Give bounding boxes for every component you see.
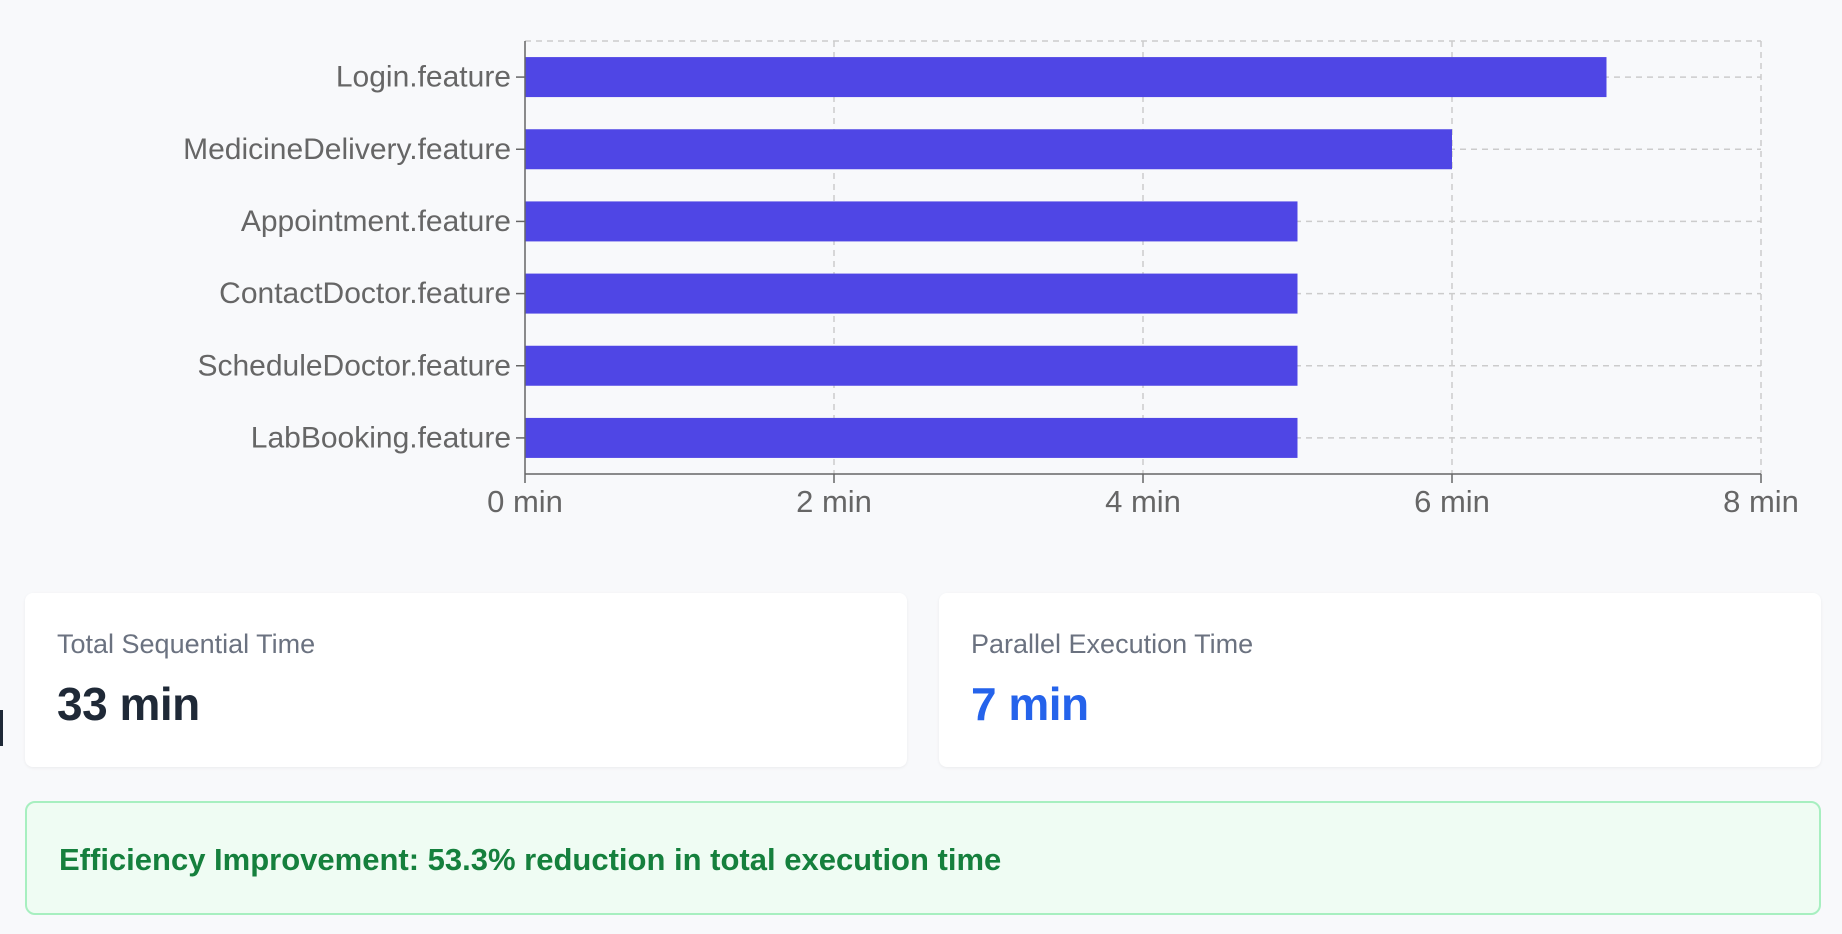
- efficiency-text: Efficiency Improvement: 53.3% reduction …: [59, 842, 1002, 877]
- sequential-time-card: Total Sequential Time 33 min: [25, 593, 907, 767]
- x-tick-label-2: 4 min: [1105, 484, 1181, 519]
- category-label-0: Login.feature: [336, 61, 511, 94]
- sequential-time-value: 33 min: [57, 678, 200, 730]
- bar-5: [525, 417, 1298, 458]
- category-label-2: Appointment.feature: [241, 205, 511, 238]
- x-tick-label-3: 6 min: [1414, 484, 1490, 519]
- x-tick-label-4: 8 min: [1723, 484, 1799, 519]
- sequential-time-label: Total Sequential Time: [57, 629, 316, 659]
- x-tick-label-0: 0 min: [487, 484, 563, 519]
- bar-0: [525, 57, 1607, 98]
- bar-4: [525, 345, 1298, 386]
- category-label-4: ScheduleDoctor.feature: [197, 349, 511, 382]
- parallel-time-value: 7 min: [971, 678, 1089, 730]
- parallel-time-label: Parallel Execution Time: [971, 629, 1254, 659]
- bar-1: [525, 129, 1452, 170]
- x-tick-label-1: 2 min: [796, 484, 872, 519]
- edge-marker: [0, 710, 3, 746]
- parallel-time-card: Parallel Execution Time 7 min: [939, 593, 1821, 767]
- bar-3: [525, 273, 1298, 314]
- category-label-1: MedicineDelivery.feature: [183, 133, 511, 166]
- category-label-3: ContactDoctor.feature: [219, 277, 511, 310]
- bar-2: [525, 201, 1298, 242]
- category-label-5: LabBooking.feature: [251, 421, 511, 454]
- bar-chart-svg: Login.feature MedicineDelivery.feature App…: [183, 40, 1799, 519]
- efficiency-banner: Efficiency Improvement: 53.3% reduction …: [25, 801, 1821, 915]
- feature-duration-chart: Login.feature MedicineDelivery.feature App…: [183, 40, 1799, 519]
